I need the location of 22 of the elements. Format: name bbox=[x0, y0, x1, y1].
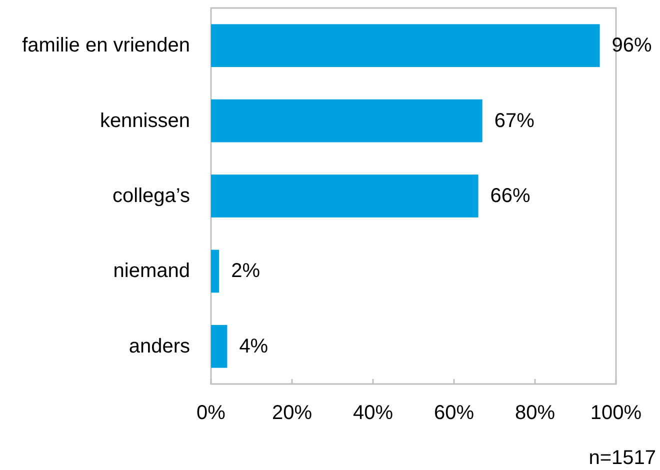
data-label: 67% bbox=[494, 110, 535, 132]
bar bbox=[211, 24, 600, 68]
bar bbox=[211, 324, 228, 368]
x-tick-label: 0% bbox=[196, 402, 226, 424]
bar bbox=[211, 250, 220, 293]
data-label: 4% bbox=[239, 335, 268, 358]
y-tick-label: niemand bbox=[113, 260, 190, 282]
y-tick-label: familie en vrienden bbox=[22, 34, 190, 57]
x-tick-label: 100% bbox=[590, 402, 642, 424]
y-tick-label: kennissen bbox=[100, 110, 190, 132]
text: n=1517 bbox=[588, 447, 656, 469]
y-tick-label: anders bbox=[128, 335, 190, 358]
x-tick-label: 40% bbox=[352, 402, 394, 424]
y-tick-label: collega’s bbox=[112, 185, 190, 207]
data-label: 66% bbox=[490, 185, 531, 207]
data-label: 96% bbox=[612, 34, 652, 57]
bar bbox=[211, 174, 478, 218]
data-label: 2% bbox=[231, 260, 260, 282]
x-tick-label: 80% bbox=[514, 402, 556, 424]
x-tick-label: 60% bbox=[434, 402, 474, 424]
bar bbox=[211, 99, 482, 142]
x-tick-label: 20% bbox=[272, 402, 312, 424]
